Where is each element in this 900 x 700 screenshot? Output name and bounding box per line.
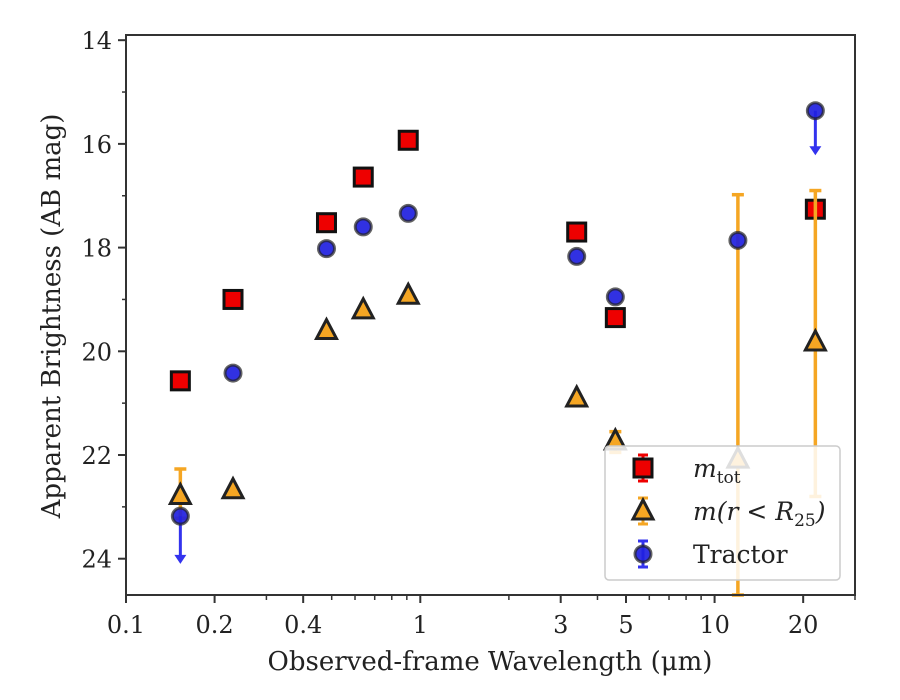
marker-mtot-4 bbox=[397, 129, 419, 151]
marker-mtot-0 bbox=[169, 370, 191, 392]
y-tick-label-3: 20 bbox=[81, 338, 112, 366]
marker-tractor-0 bbox=[170, 506, 190, 526]
x-tick-label-1: 0.2 bbox=[196, 611, 234, 639]
x-tick-label-6: 10 bbox=[699, 611, 730, 639]
x-tick-label-3: 1 bbox=[413, 611, 428, 639]
legend-label-close-m-r25: ) bbox=[815, 497, 826, 526]
y-tick-label-1: 16 bbox=[81, 131, 112, 159]
marker-m-r25-2 bbox=[314, 316, 339, 341]
x-tick-label-4: 3 bbox=[553, 611, 568, 639]
legend-box bbox=[604, 445, 841, 581]
plot-frame bbox=[125, 34, 856, 596]
legend-label-tractor: Tractor bbox=[693, 540, 788, 569]
x-tick-label-7: 20 bbox=[788, 611, 819, 639]
axes: 0.1 0.2 0.4 1 3 5 10 20 14 16 18 20 22 24 bbox=[81, 27, 856, 639]
x-tick-label-5: 5 bbox=[618, 611, 633, 639]
marker-mtot-5 bbox=[566, 221, 588, 243]
marker-tractor-3 bbox=[353, 217, 373, 237]
y-tick-label-2: 18 bbox=[81, 235, 112, 263]
legend-label-main-mtot: m bbox=[693, 454, 717, 483]
x-tick-label-2: 0.4 bbox=[284, 611, 322, 639]
marker-m-r25-5 bbox=[564, 383, 590, 408]
upper-limit-head-tractor-0 bbox=[174, 554, 187, 564]
marker-m-r25-8 bbox=[802, 327, 828, 352]
legend-label-m-r25: m(r < R25) bbox=[693, 497, 825, 531]
legend-label-mtot: mtot bbox=[693, 454, 741, 488]
marker-m-r25-1 bbox=[220, 475, 246, 500]
legend-label-subscript-m-r25: 25 bbox=[794, 511, 816, 531]
x-axis-title: Observed-frame Wavelength (μm) bbox=[268, 647, 713, 677]
y-tick-label-4: 22 bbox=[81, 442, 112, 470]
y-axis-title: Apparent Brightness (AB mag) bbox=[37, 114, 67, 520]
legend-marker-mtot bbox=[632, 457, 654, 479]
marker-m-r25-0 bbox=[167, 481, 193, 505]
series-tractor bbox=[170, 101, 825, 564]
legend-marker-tractor bbox=[633, 544, 653, 564]
marker-mtot-6 bbox=[604, 307, 626, 329]
marker-mtot-3 bbox=[352, 166, 374, 188]
marker-tractor-8 bbox=[805, 101, 825, 121]
marker-mtot-2 bbox=[315, 212, 337, 234]
marker-tractor-1 bbox=[223, 363, 243, 383]
marker-tractor-6 bbox=[605, 287, 625, 307]
x-tick-label-0: 0.1 bbox=[107, 611, 145, 639]
series-mtot bbox=[169, 129, 826, 392]
marker-tractor-2 bbox=[316, 239, 336, 259]
marker-mtot-1 bbox=[222, 288, 244, 310]
marker-m-r25-3 bbox=[350, 295, 376, 320]
y-tick-label-5: 24 bbox=[81, 546, 112, 574]
upper-limit-head-tractor-8 bbox=[809, 146, 822, 156]
legend-label-main-m-r25: m(r < R bbox=[693, 497, 794, 526]
y-tick-label-0: 14 bbox=[81, 27, 112, 55]
marker-tractor-5 bbox=[567, 246, 587, 266]
data-marks bbox=[167, 101, 828, 597]
marker-m-r25-4 bbox=[395, 281, 421, 305]
marker-tractor-7 bbox=[728, 230, 748, 250]
legend-marker-m-r25 bbox=[630, 496, 656, 521]
legend-label-subscript-mtot: tot bbox=[717, 468, 741, 488]
marker-tractor-4 bbox=[398, 203, 418, 223]
legend: mtot m(r < R25) Tractor bbox=[604, 445, 841, 581]
